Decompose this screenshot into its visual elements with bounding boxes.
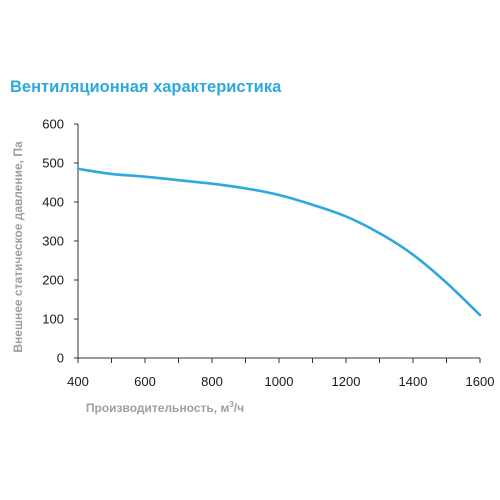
chart-title: Вентиляционная характеристика	[10, 78, 282, 96]
y-tick-label: 100	[42, 312, 64, 327]
y-tick-label: 400	[42, 195, 64, 210]
y-axis-ticks: 0 100 200 300 400 500 600	[42, 117, 78, 366]
y-axis-label: Внешнее статическое давление, Па	[11, 141, 25, 353]
x-axis-ticks: 400 600 800 1000 1200 1400 1600	[67, 358, 494, 389]
y-tick-label: 0	[57, 351, 64, 366]
x-axis-label-sup: 3	[229, 400, 234, 409]
series-line	[76, 167, 482, 317]
x-axis-label-suffix: /ч	[234, 401, 244, 415]
x-tick-label: 400	[67, 374, 89, 389]
y-tick-label: 200	[42, 273, 64, 288]
x-tick-label: 1200	[332, 374, 361, 389]
y-tick-label: 500	[42, 156, 64, 171]
x-axis-label: Производительность, м3/ч	[86, 400, 244, 415]
x-tick-label: 600	[134, 374, 156, 389]
x-tick-label: 1600	[466, 374, 495, 389]
x-tick-label: 800	[201, 374, 223, 389]
x-tick-label: 1400	[399, 374, 428, 389]
y-tick-label: 300	[42, 234, 64, 249]
x-axis-label-main: Производительность, м	[86, 401, 230, 415]
x-tick-label: 1000	[265, 374, 294, 389]
y-tick-label: 600	[42, 117, 64, 132]
